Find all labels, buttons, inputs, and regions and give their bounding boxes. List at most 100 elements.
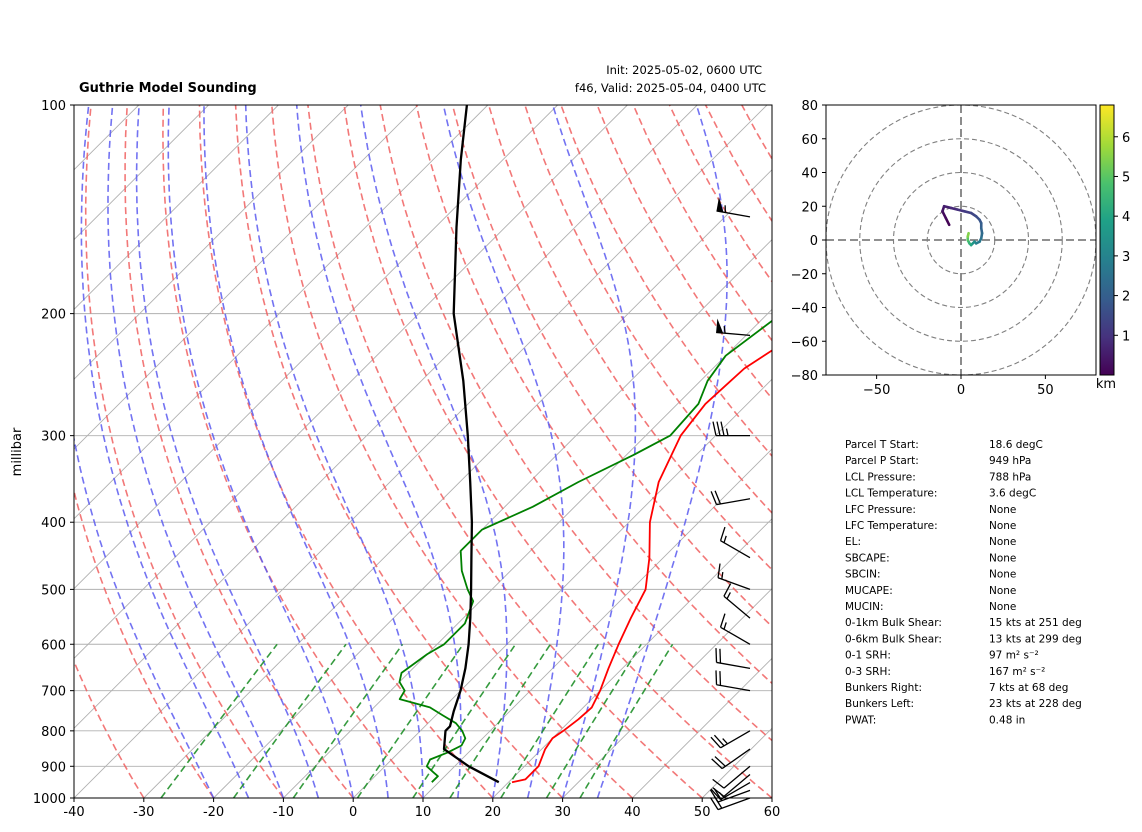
- colorbar-tick-label: 3: [1122, 250, 1130, 265]
- isotherm-line: [74, 105, 768, 798]
- mixing-ratio-line: [412, 643, 517, 798]
- parameter-row: LCL Pressure: 788 hPa: [845, 471, 1031, 483]
- parameter-label: MUCAPE:: [845, 585, 893, 597]
- mixing-ratio-line: [292, 643, 404, 798]
- wind-barb: [723, 583, 751, 619]
- parameter-label: LFC Pressure:: [845, 504, 916, 516]
- dry-adiabat: [271, 105, 633, 798]
- dry-adiabat: [162, 105, 424, 798]
- skew-t-background-lines: [74, 105, 772, 798]
- moist-adiabat: [244, 105, 424, 798]
- moist-adiabat: [295, 105, 462, 798]
- dry-adiabat: [343, 105, 772, 798]
- parameter-row: 0-6km Bulk Shear: 13 kts at 299 deg: [845, 633, 1082, 645]
- parameter-label: 0-3 SRH:: [845, 666, 891, 678]
- isotherm-line: [74, 105, 489, 520]
- dry-adiabat: [124, 105, 354, 798]
- freezing-isotherm: [352, 378, 772, 798]
- dry-adiabat: [307, 105, 703, 798]
- parameter-row: Bunkers Left: 23 kts at 228 deg: [845, 698, 1082, 710]
- isotherm-line: [74, 105, 419, 450]
- parameter-row: SBCIN: None: [845, 569, 1016, 581]
- y-axis-label: millibar: [10, 427, 25, 476]
- wind-barb: [715, 670, 751, 692]
- hodo-y-tick-label: 40: [801, 167, 818, 182]
- wind-barb: [712, 765, 751, 789]
- mixing-ratio-line: [232, 643, 347, 798]
- parameter-value: 23 kts at 228 deg: [989, 698, 1082, 710]
- y-tick-label: 700: [41, 685, 66, 700]
- dry-adiabat: [632, 105, 772, 342]
- y-tick-label: 800: [41, 725, 66, 740]
- parameter-label: 0-6km Bulk Shear:: [845, 633, 942, 645]
- parameter-row: SBCAPE: None: [845, 552, 1016, 564]
- parameters-table: Parcel T Start: 18.6 degC Parcel P Start: 9…: [845, 439, 1082, 726]
- parameter-label: LCL Temperature:: [845, 488, 937, 500]
- mixing-ratio-line: [160, 643, 278, 798]
- mixing-ratio-line: [545, 643, 642, 798]
- colorbar-label: km: [1096, 377, 1116, 392]
- x-tick-label: 50: [694, 805, 711, 820]
- isotherm-line: [492, 518, 772, 798]
- range-ring: [859, 138, 1063, 342]
- mixing-ratio-line: [579, 643, 674, 798]
- isotherm-line: [74, 105, 279, 311]
- wind-barb: [711, 748, 751, 770]
- x-tick-label: -30: [133, 805, 154, 820]
- moist-adiabat: [167, 105, 354, 798]
- wind-barb: [712, 421, 750, 437]
- hodo-y-tick-label: −40: [791, 302, 818, 317]
- parameter-label: 0-1 SRH:: [845, 650, 891, 662]
- wind-barb: [717, 563, 751, 590]
- parameter-value: 13 kts at 299 deg: [989, 633, 1082, 645]
- colorbar-ticks: 1 2 3 4 5 6: [1114, 131, 1130, 344]
- hodo-y-tick-label: 80: [801, 99, 818, 114]
- parameter-row: Parcel P Start: 949 hPa: [845, 455, 1031, 467]
- colorbar-tick-label: 5: [1122, 170, 1130, 185]
- parameter-value: 7 kts at 68 deg: [989, 682, 1068, 694]
- parameter-row: 0-1km Bulk Shear: 15 kts at 251 deg: [845, 617, 1082, 629]
- parameter-row: Parcel T Start: 18.6 degC: [845, 439, 1043, 451]
- parameter-label: PWAT:: [845, 714, 876, 726]
- parameter-label: Parcel P Start:: [845, 455, 919, 467]
- wind-barb: [710, 730, 751, 749]
- parameter-label: LCL Pressure:: [845, 471, 916, 483]
- parameter-label: Bunkers Right:: [845, 682, 922, 694]
- x-tick-label: 0: [349, 805, 357, 820]
- parameter-row: PWAT: 0.48 in: [845, 714, 1025, 726]
- y-tick-label: 900: [41, 760, 66, 775]
- y-tick-label: 300: [41, 430, 66, 445]
- parameter-row: Bunkers Right: 7 kts at 68 deg: [845, 682, 1068, 694]
- wind-barb: [715, 648, 751, 669]
- y-tick-label: 500: [41, 583, 66, 598]
- y-tick-label: 600: [41, 638, 66, 653]
- parameter-row: LFC Temperature: None: [845, 520, 1016, 532]
- dry-adiabat: [198, 105, 494, 798]
- dry-adiabat: [74, 659, 145, 798]
- dry-adiabat: [84, 105, 285, 798]
- dry-adiabat: [668, 105, 772, 283]
- parameter-row: 0-1 SRH: 97 m² s⁻²: [845, 650, 1039, 662]
- dry-adiabat: [704, 105, 772, 223]
- y-tick-label: 400: [41, 516, 66, 531]
- parameter-value: 788 hPa: [989, 471, 1031, 483]
- mixing-ratio-line: [449, 643, 552, 798]
- parameter-row: LFC Pressure: None: [845, 504, 1016, 516]
- skew-t-plot: -40 -30 -20 -10 0 10 20 30 40 50 60 1000 900 800 700 60…: [10, 99, 780, 820]
- parameter-value: None: [989, 552, 1016, 564]
- parameter-value: None: [989, 601, 1016, 613]
- x-tick-label: 10: [415, 805, 432, 820]
- moist-adiabat: [203, 105, 389, 798]
- dry-adiabat: [74, 487, 215, 798]
- moist-adiabat: [596, 105, 728, 798]
- dry-adiabat: [379, 105, 772, 742]
- wind-barb: [719, 526, 751, 559]
- parameter-row: 0-3 SRH: 167 m² s⁻²: [845, 666, 1045, 678]
- parameter-value: 0.48 in: [989, 714, 1025, 726]
- wind-barb: [712, 774, 751, 797]
- parameter-value: 167 m² s⁻²: [989, 666, 1045, 678]
- parameter-label: SBCIN:: [845, 569, 881, 581]
- parameter-value: None: [989, 536, 1016, 548]
- isotherm-line: [74, 105, 558, 590]
